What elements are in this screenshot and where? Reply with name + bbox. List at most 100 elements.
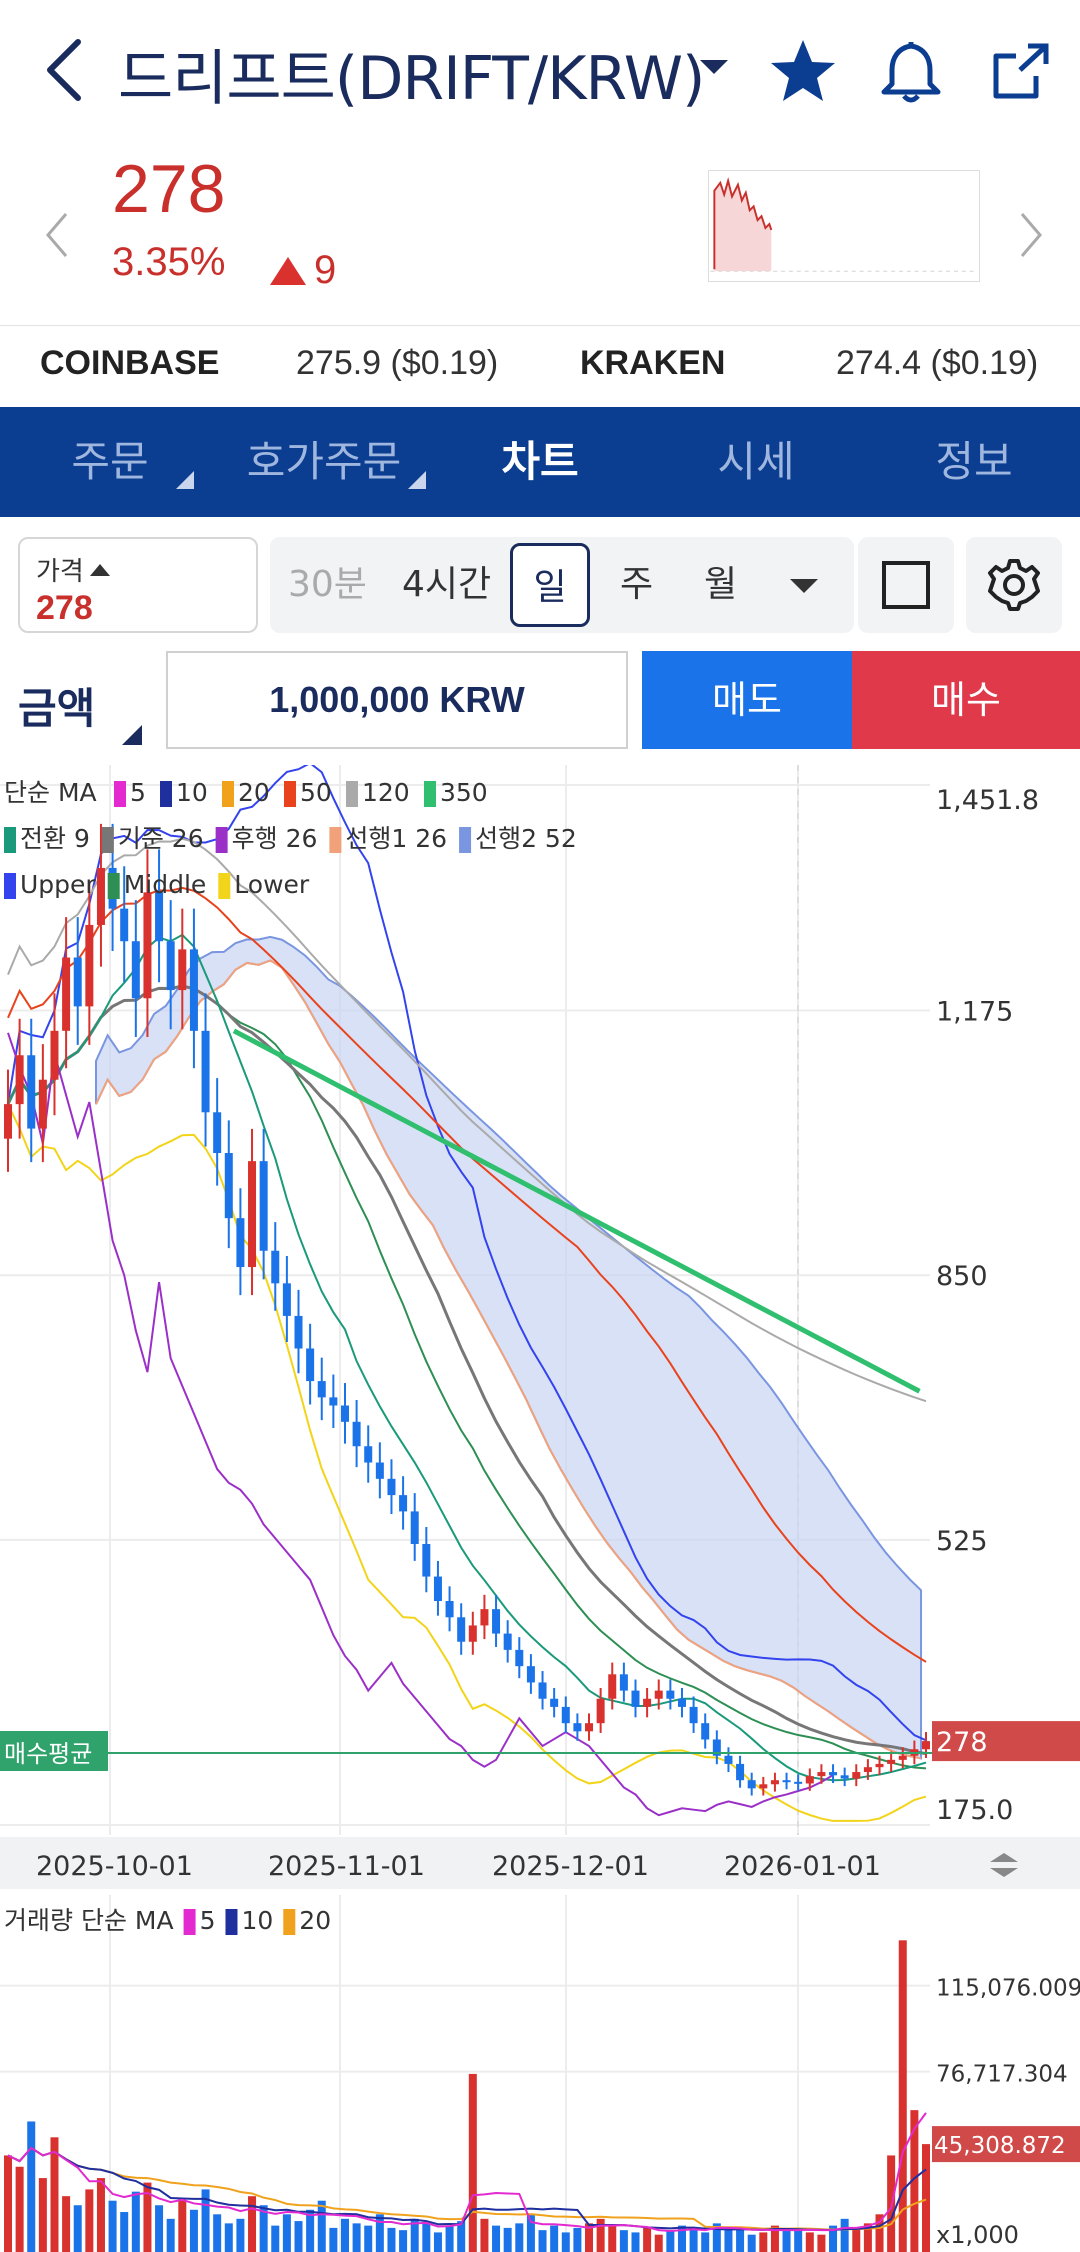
legend-swatch [424,781,436,807]
volume-bar [596,2218,605,2252]
tab-quotes[interactable]: 시세 [717,437,795,486]
candle [73,957,82,1007]
candle [27,1055,36,1129]
exchange-name: KRAKEN [580,344,726,382]
candle [736,1763,745,1781]
ma-120-line [7,837,927,1403]
candle [62,957,71,1031]
volume-bar [155,2205,164,2252]
candle [712,1739,721,1756]
candle [282,1283,291,1316]
back-arrow-icon[interactable] [40,34,90,106]
ma-legend-item: 20 [238,778,270,807]
chevron-down-icon[interactable] [700,60,728,74]
volume-bar [585,2223,594,2252]
legend-swatch [283,1909,296,1935]
volume-bar [189,2209,198,2252]
volume-bar [619,2230,628,2252]
chevron-down-icon[interactable] [790,579,818,593]
avg-buy-badge [0,1731,108,1771]
volume-bar [875,2214,884,2252]
period-month[interactable]: 월 [704,564,738,605]
volume-bar [224,2223,233,2252]
volume-bar [759,2232,768,2252]
candle [619,1674,628,1691]
candle [492,1609,501,1634]
candle [689,1706,698,1724]
ma-350-line [232,1028,921,1394]
volume-bar [701,2232,710,2252]
period-week[interactable]: 주 [620,564,654,605]
date-axis-label: 2025-11-01 [268,1851,425,1882]
current-volume-tag [932,2126,1080,2163]
period-30m[interactable]: 30분 [288,564,367,605]
candle [863,1767,872,1773]
legend-swatch [218,873,231,899]
bell-icon[interactable] [876,36,946,106]
current-price-tag-label: 278 [936,1727,988,1758]
candle [352,1421,361,1447]
share-icon[interactable] [986,36,1056,106]
candle [399,1495,408,1512]
candle [538,1682,547,1699]
tab-limit-order[interactable]: 호가주문 [236,407,426,517]
candle [375,1462,384,1479]
candle [677,1698,686,1707]
volume-bar [445,2225,454,2252]
chart-canvas[interactable]: 매수평균 1,451.8 1,175 850 525 175.0 278 단순 MA 5 10 20… [0,761,1080,2252]
price-chart[interactable]: 매수평균 1,451.8 1,175 850 525 175.0 278 단순 MA 5 10 20… [0,761,1080,2252]
bollinger-lower [7,1103,927,1822]
ichimoku-legend-item: 선행1 26 [345,824,447,853]
candle [724,1755,733,1764]
ma-legend-item: 120 [362,778,410,807]
volume-bar [550,2225,559,2252]
ichimoku-base-line [6,984,927,1756]
volume-bar [422,2223,431,2252]
candle [887,1759,896,1764]
period-selector: 30분 4시간 일 주 월 [270,537,854,633]
chevron-left-icon[interactable] [38,200,78,270]
candle [131,941,140,999]
settings-button[interactable] [966,537,1062,633]
volume-bar [910,2110,919,2252]
legend-swatch [459,827,472,853]
volume-bar [468,2073,477,2252]
volume-bar [654,2234,663,2252]
amount-input[interactable]: 1,000,000 KRW [166,651,628,749]
chevron-right-icon[interactable] [1010,200,1050,270]
date-axis-label: 2026-01-01 [724,1851,881,1882]
fullscreen-button[interactable] [858,537,954,633]
volume-bar [480,2218,489,2252]
volume-bar [375,2214,384,2252]
volume-bar [50,2137,59,2252]
sell-button[interactable]: 매도 [642,651,852,749]
period-4h[interactable]: 4시간 [402,564,492,605]
buy-button[interactable]: 매수 [852,651,1080,749]
candle [747,1780,756,1789]
candle [224,1153,233,1219]
mini-chart[interactable] [708,170,980,282]
volume-bar [329,2227,338,2252]
period-day[interactable]: 일 [510,543,590,627]
candle [805,1776,814,1784]
star-icon[interactable] [768,36,838,106]
volume-bar [410,2218,419,2252]
corner-indicator-icon [176,471,194,489]
volume-bar [538,2230,547,2252]
volume-bar [73,2205,82,2252]
tab-info[interactable]: 정보 [935,437,1013,486]
volume-bar [689,2227,698,2252]
amount-label[interactable]: 금액 [18,684,96,733]
price-selector[interactable]: 가격 278 [18,537,258,633]
candle [782,1780,791,1783]
candle [457,1617,466,1642]
candle [654,1690,663,1699]
volume-bar [724,2230,733,2252]
tab-chart[interactable]: 차트 [501,437,579,486]
legend-swatch [107,873,120,899]
page-title[interactable]: 드리프트(DRIFT/KRW) [118,44,705,114]
bollinger-legend-item: Middle [124,870,207,899]
volume-bar [306,2209,315,2252]
current-volume-tag-label: 45,308.872 [934,2133,1066,2159]
tab-order[interactable]: 주문 [40,407,194,517]
